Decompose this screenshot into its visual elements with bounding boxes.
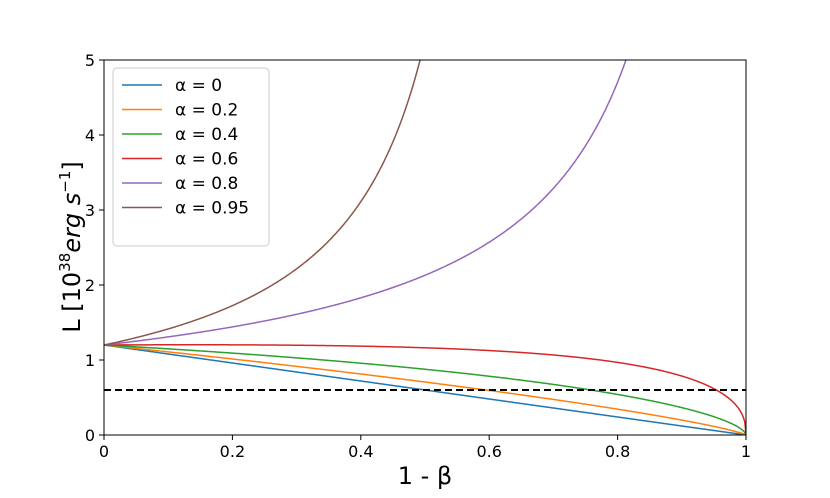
y-axis-title-exp2: −1 [56,171,74,193]
legend-label: α = 0.4 [175,125,238,145]
y-axis-title: L [1038erg s−1] [56,161,86,333]
y-axis-title-mid: erg s [58,193,86,253]
x-tick-label: 0.8 [605,442,630,461]
series-line [104,344,746,435]
plot-frame [103,59,747,436]
y-axis-title-main: L [10 [58,272,86,333]
x-tick-label: 1 [741,442,751,461]
y-tick-label: 4 [85,126,95,145]
legend-label: α = 0.95 [175,199,249,219]
y-tick-label: 1 [85,351,95,370]
legend-label: α = 0.2 [175,101,238,121]
legend-box [112,67,270,247]
y-tick-label: 2 [85,276,95,295]
x-tick-label: 0.6 [476,442,501,461]
y-tick-label: 0 [85,426,95,445]
legend-label: α = 0.8 [175,174,238,194]
x-axis-title: 1 - β [398,462,453,490]
x-tick-label: 0.2 [220,442,245,461]
curves-layer [104,0,746,435]
series-line [104,344,746,435]
series-line [104,344,746,435]
y-axis-title-exp1: 38 [56,253,74,272]
legend: α = 0 α = 0.2 α = 0.4 α = 0.6 α = 0.8 α = 0.9… [112,67,270,247]
y-tick-label: 5 [85,51,95,70]
y-tick-label: 3 [85,201,95,220]
legend-label: α = 0.6 [175,150,238,170]
x-tick-label: 0 [99,442,109,461]
y-axis-title-end: ] [58,161,86,170]
x-tick-label: 0.4 [348,442,373,461]
legend-label: α = 0 [175,76,222,96]
ticks-layer: 0 0.2 0.4 0.6 0.8 1 0 1 2 3 4 5 [85,51,751,461]
